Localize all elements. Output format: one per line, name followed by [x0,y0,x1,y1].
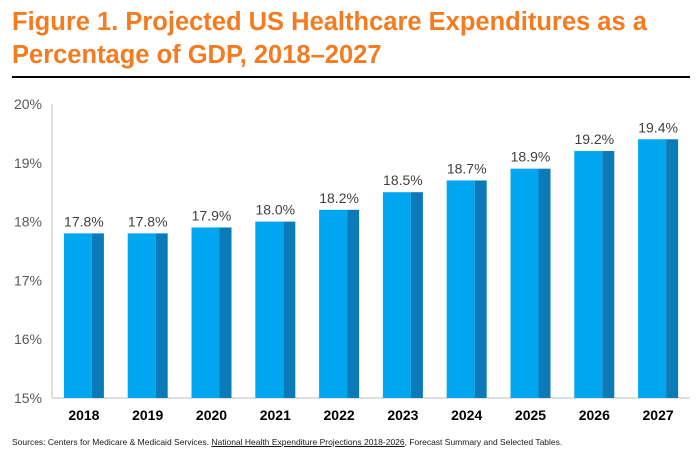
bar-side [219,227,232,398]
bar-2018: 17.8% [63,213,104,398]
data-label: 17.9% [192,207,232,223]
bar-2023: 18.5% [382,172,423,398]
source-footnote: Sources: Centers for Medicare & Medicaid… [12,437,612,448]
bar-2025: 18.9% [510,149,551,398]
bar-side [155,233,168,398]
bar-side [91,233,104,398]
bar-front [638,139,667,398]
footnote-prefix: Sources: Centers for Medicare & Medicaid… [12,437,212,447]
bar-side [347,209,360,398]
bar-side [602,151,615,398]
bar-2022: 18.2% [319,190,360,398]
footnote-suffix: , Forecast Summary and Selected Tables. [404,437,563,447]
bar-side [410,192,423,398]
title-divider [12,76,690,78]
bar-side [666,139,679,398]
bar-2020: 17.9% [191,207,232,398]
footnote-source-link[interactable]: National Health Expenditure Projections … [211,437,405,447]
data-label: 18.0% [255,202,295,218]
bar-side [474,180,487,398]
bar-front [63,233,92,398]
bar-front [574,151,603,398]
y-tick-label: 19% [14,155,42,171]
y-tick-label: 16% [14,331,42,347]
x-tick-label: 2026 [579,407,610,423]
bar-front [382,192,411,398]
y-tick-label: 18% [14,214,42,230]
x-tick-label: 2024 [451,407,482,423]
x-axis-labels: 2018 2019 2020 2021 2022 2023 2024 2025 2026 2027 [68,407,674,423]
data-label: 18.5% [383,172,423,188]
x-tick-label: 2020 [196,407,227,423]
x-tick-label: 2022 [324,407,355,423]
data-label: 19.2% [574,131,614,147]
x-tick-label: 2018 [68,407,99,423]
bar-front [191,227,220,398]
data-label: 17.8% [128,213,168,229]
bar-front [510,168,539,398]
y-tick-label: 20% [14,96,42,112]
data-label: 18.9% [511,149,551,165]
bar-2024: 18.7% [446,160,487,398]
bar-2019: 17.8% [127,213,168,398]
data-label: 19.4% [638,119,678,135]
x-tick-label: 2019 [132,407,163,423]
bar-side [538,168,551,398]
bar-front [255,221,284,398]
y-tick-label: 15% [14,390,42,406]
bar-front [446,180,475,398]
bars: 17.8% 17.8% 17.9% 18.0% 18.2% 18.5% 18.7% 18.9%… [63,119,679,398]
y-tick-label: 17% [14,272,42,288]
bar-front [319,209,348,398]
bar-2027: 19.4% [638,119,679,398]
bar-2021: 18.0% [255,202,296,398]
data-label: 18.2% [319,190,359,206]
y-axis-ticks: 15% 16% 17% 18% 19% 20% [14,96,42,406]
x-tick-label: 2025 [515,407,546,423]
bar-front [127,233,156,398]
bar-side [283,221,296,398]
x-tick-label: 2023 [387,407,418,423]
data-label: 17.8% [64,213,104,229]
bar-2026: 19.2% [574,131,615,398]
x-tick-label: 2027 [643,407,674,423]
data-label: 18.7% [447,160,487,176]
bar-chart: 15%16%17%18%19%20% 17.8% 17.8% 17.9% 18.0%1… [14,96,690,423]
chart-title: Figure 1. Projected US Healthcare Expend… [12,8,647,69]
x-tick-label: 2021 [260,407,291,423]
